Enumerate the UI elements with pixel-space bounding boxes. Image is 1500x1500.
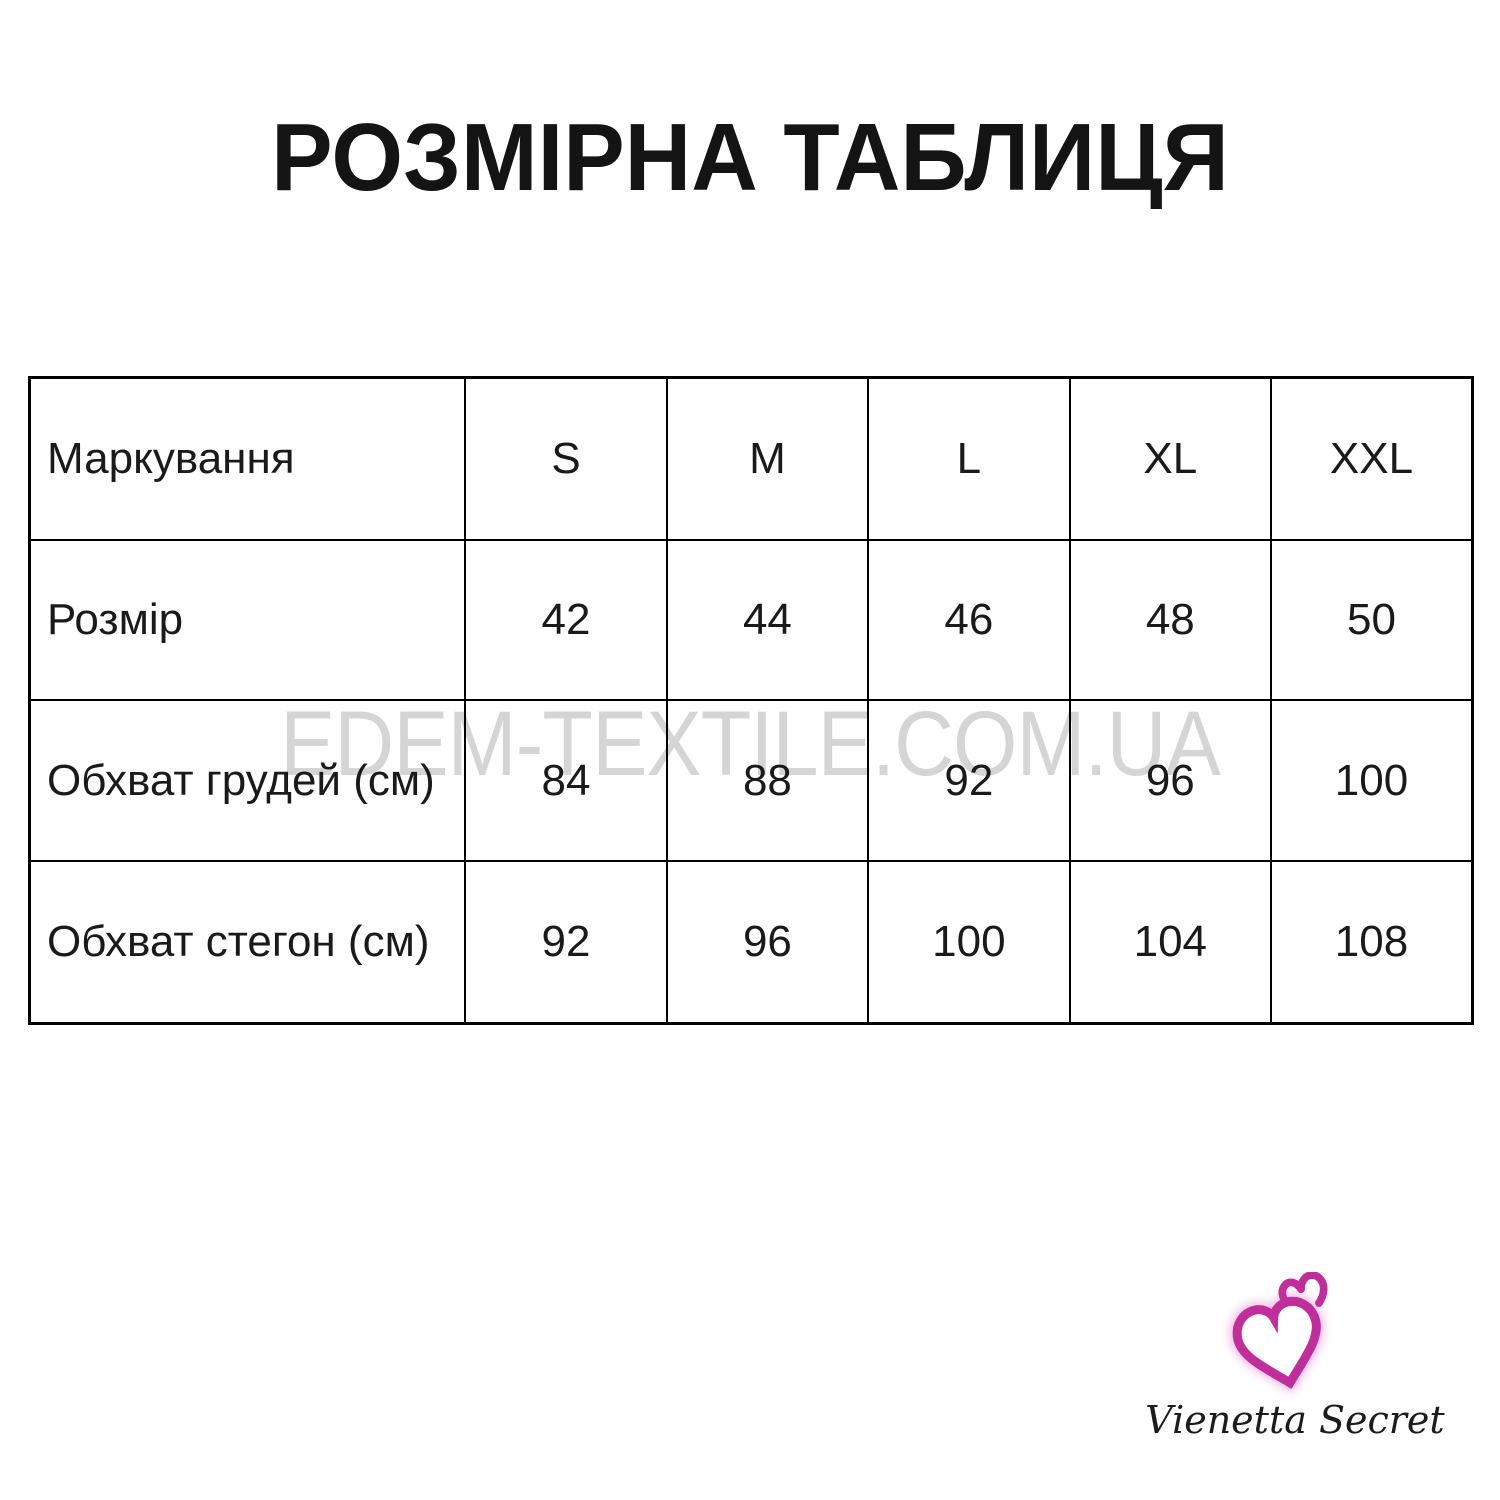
value-cell: 100 xyxy=(1270,699,1474,863)
value-cell: 88 xyxy=(665,699,870,863)
brand-name: Vienetta Secret xyxy=(1145,1398,1445,1442)
value-cell: 42 xyxy=(464,538,668,702)
value-cell: 48 xyxy=(1068,538,1273,702)
table-row-chest: Обхват грудей (см) 84 88 92 96 100 xyxy=(28,699,1474,863)
row-label-cell: Обхват грудей (см) xyxy=(28,699,467,863)
value-cell: XXL xyxy=(1270,376,1474,541)
value-cell: 104 xyxy=(1068,860,1273,1025)
table-row-size: Розмір 42 44 46 48 50 xyxy=(28,538,1474,702)
value-cell: 108 xyxy=(1270,860,1474,1025)
double-heart-icon xyxy=(1229,1272,1328,1394)
brand-logo: Vienetta Secret xyxy=(1130,1272,1460,1457)
value-cell: 96 xyxy=(1068,699,1273,863)
value-cell: 84 xyxy=(464,699,668,863)
value-cell: 50 xyxy=(1270,538,1474,702)
value-cell: XL xyxy=(1068,376,1273,541)
value-cell: 100 xyxy=(867,860,1071,1025)
value-cell: 92 xyxy=(464,860,668,1025)
value-cell: 44 xyxy=(665,538,870,702)
page-title: РОЗМІРНА ТАБЛИЦЯ xyxy=(271,104,1229,211)
table-row-hips: Обхват стегон (см) 92 96 100 104 108 xyxy=(28,860,1474,1025)
value-cell: M xyxy=(665,376,870,541)
value-cell: 96 xyxy=(665,860,870,1025)
row-label-cell: Маркування xyxy=(28,376,467,541)
value-cell: 92 xyxy=(867,699,1071,863)
size-table: Маркування S M L XL XXL Розмір 42 44 46 … xyxy=(28,376,1474,1025)
value-cell: S xyxy=(464,376,668,541)
row-label-cell: Обхват стегон (см) xyxy=(28,860,467,1025)
value-cell: 46 xyxy=(867,538,1071,702)
row-label-cell: Розмір xyxy=(28,538,467,702)
value-cell: L xyxy=(867,376,1071,541)
table-row-marking: Маркування S M L XL XXL xyxy=(28,376,1474,541)
